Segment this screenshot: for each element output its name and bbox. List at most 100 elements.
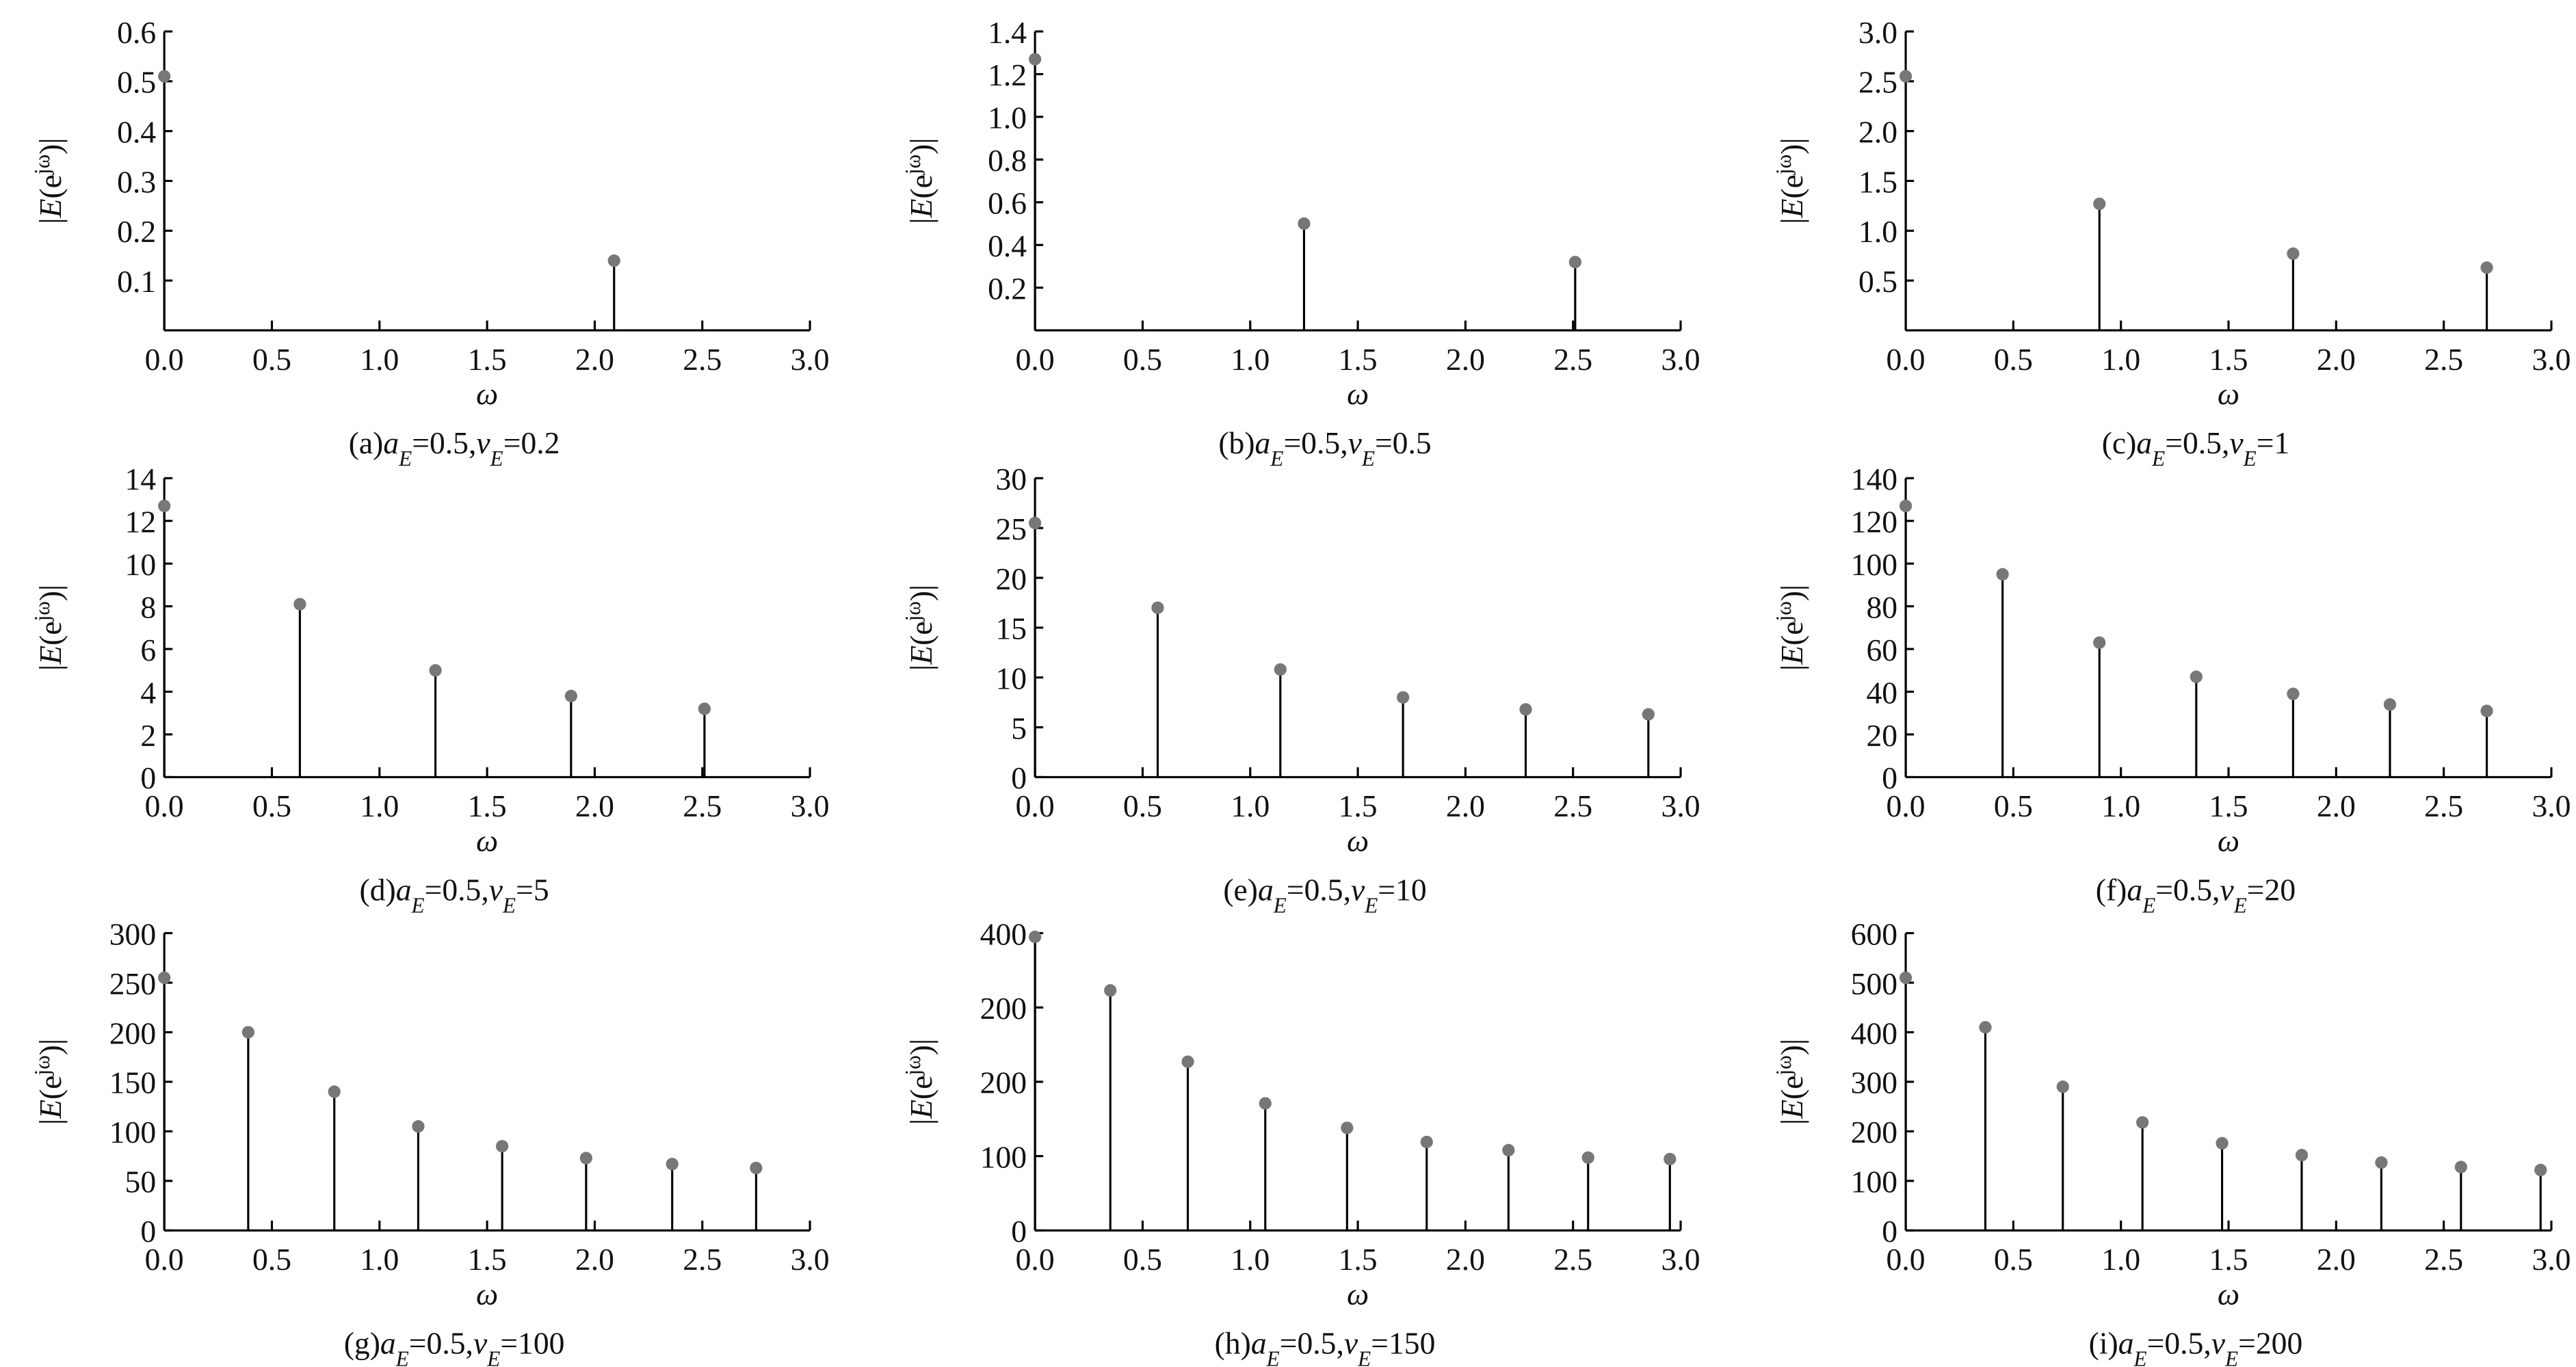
caption-part: E (411, 893, 425, 917)
stem-marker (1899, 70, 1913, 83)
x-axis-label: ω (1347, 376, 1369, 411)
stem-marker (1341, 1122, 1354, 1134)
caption: (b)aE=0.5,vE=0.5 (1218, 425, 1431, 470)
y-axis-label-part: jω (1771, 1055, 1795, 1076)
x-tick-label: 0.5 (252, 1242, 291, 1277)
caption: (f)aE=0.5,vE=20 (2096, 873, 2296, 918)
y-axis-label-part: E (33, 198, 68, 218)
stem-marker (2383, 698, 2397, 711)
y-tick-label: 100 (1851, 547, 1897, 582)
y-tick-label: 10 (995, 661, 1027, 696)
stem-marker (1581, 1151, 1594, 1164)
caption-part: a (2118, 1325, 2134, 1360)
y-axis-label: |E(ejω)| (1771, 1039, 1809, 1125)
y-axis-label-part: jω (1771, 601, 1795, 622)
y-tick-label: 200 (1851, 1115, 1897, 1150)
caption-part: E (1357, 1346, 1371, 1367)
stem-marker (1420, 1135, 1433, 1149)
panel: 0.1 0.2 0.3 0.4 0.5 0.6 0.0 0.5 1.0 1.5 2.0 2.5 3.0 ω… (29, 15, 829, 470)
caption-part: E (1273, 893, 1287, 917)
caption: (d)aE=0.5,vE=5 (360, 873, 549, 918)
y-axis-label-part: jω (29, 601, 53, 622)
caption-part: =20 (2247, 873, 2296, 907)
caption-part: =0.5, (1280, 1325, 1344, 1360)
caption-part: a (1255, 425, 1271, 460)
stem-marker (2216, 1137, 2229, 1150)
y-tick-label: 600 (1851, 916, 1897, 951)
x-tick-label: 3.0 (1661, 788, 1700, 823)
x-tick-label: 1.5 (2209, 342, 2248, 377)
x-tick-label: 3.0 (1661, 342, 1700, 377)
y-axis-label: |E(ejω)| (29, 585, 67, 671)
x-tick-label: 0.0 (145, 1242, 184, 1277)
y-axis-label: |E(ejω)| (1771, 138, 1809, 224)
y-axis-label-part: (e (1774, 1075, 1809, 1099)
x-tick-label: 2.0 (1446, 1242, 1485, 1277)
y-axis-label: |E(ejω)| (1771, 585, 1809, 671)
y-tick-label: 1.4 (988, 15, 1027, 50)
y-axis-label-part: E (1774, 1100, 1809, 1119)
y-axis-label-part: | (904, 217, 938, 224)
x-tick-label: 2.5 (2424, 1242, 2463, 1277)
stem-marker (579, 1152, 592, 1165)
x-tick-label: 0.5 (252, 342, 291, 377)
caption-part: =150 (1371, 1325, 1435, 1360)
caption-part: =1 (2257, 425, 2290, 460)
x-tick-label: 2.5 (1553, 342, 1592, 377)
y-axis-label-part: | (33, 1119, 68, 1125)
x-tick-label: 0.0 (1016, 1242, 1055, 1277)
y-tick-label: 8 (140, 589, 156, 624)
stem-marker (1502, 1143, 1515, 1157)
caption-part: a (2127, 873, 2142, 907)
stem-marker (412, 1120, 425, 1133)
caption-part: v (1344, 1325, 1358, 1360)
caption-part: (e) (1223, 873, 1258, 907)
caption-part: (a) (349, 425, 384, 460)
y-axis-label-part: | (1774, 217, 1809, 224)
y-tick-label: 25 (995, 512, 1027, 546)
caption-part: v (2211, 1325, 2226, 1360)
y-axis-label-part: )| (904, 138, 938, 155)
panel: 0 20 40 60 80 100 120 140 0.0 0.5 1.0 1.5 2.0 2.5 3.0 ω… (1771, 462, 2571, 917)
caption-part: =5 (516, 873, 549, 907)
y-axis-label-part: (e (1774, 174, 1809, 198)
caption-part: (d) (360, 873, 396, 907)
y-axis-label: |E(ejω)| (900, 1039, 938, 1125)
x-tick-label: 1.0 (2101, 342, 2140, 377)
y-axis-label: |E(ejω)| (900, 585, 938, 671)
caption-part: a (380, 1325, 396, 1360)
y-tick-label: 0.8 (988, 143, 1027, 178)
stem-marker (1899, 499, 1913, 512)
x-tick-label: 0.5 (1994, 1242, 2033, 1277)
caption-part: =200 (2238, 1325, 2302, 1360)
x-tick-label: 3.0 (791, 342, 830, 377)
caption-part: a (2136, 425, 2152, 460)
y-tick-label: 0.4 (117, 115, 156, 150)
y-tick-label: 2.5 (1858, 65, 1897, 100)
stem-marker (698, 702, 711, 715)
caption-part: v (2229, 425, 2244, 460)
y-tick-label: 200 (980, 1065, 1027, 1100)
x-tick-label: 1.0 (1231, 342, 1270, 377)
y-axis-label-part: | (1774, 1119, 1809, 1125)
x-tick-label: 0.5 (1994, 342, 2033, 377)
stem-marker (328, 1085, 341, 1098)
caption: (e)aE=0.5,vE=10 (1223, 873, 1426, 918)
stem-marker (1028, 930, 1042, 944)
x-tick-label: 1.5 (1339, 1242, 1378, 1277)
caption-part: E (2224, 1346, 2238, 1367)
stem-marker (2480, 704, 2493, 717)
caption-part: (i) (2089, 1325, 2118, 1360)
caption-part: =0.5, (2165, 425, 2229, 460)
stem-marker (2287, 247, 2300, 261)
caption: (i)aE=0.5,vE=200 (2089, 1325, 2303, 1367)
x-tick-label: 0.5 (1994, 788, 2033, 823)
stem-marker (2093, 636, 2106, 649)
y-tick-label: 200 (109, 1016, 156, 1050)
y-tick-label: 0.5 (117, 65, 156, 100)
caption-part: (f) (2096, 873, 2127, 907)
stem-marker (2093, 197, 2106, 211)
caption-part: (h) (1215, 1325, 1251, 1360)
y-tick-label: 0.6 (988, 186, 1027, 221)
